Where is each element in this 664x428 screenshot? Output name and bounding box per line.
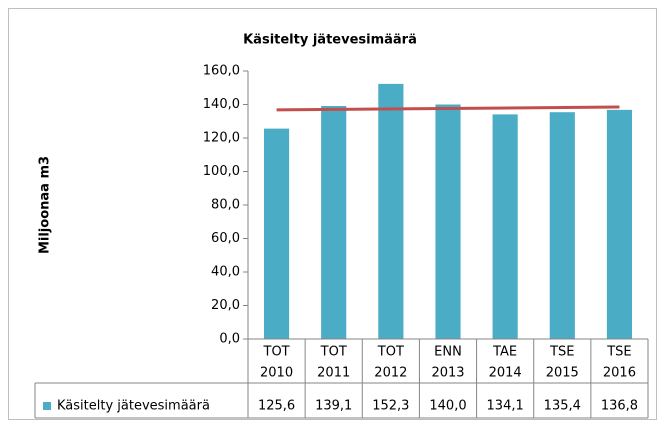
chart-title: Käsitelty jätevesimäärä (243, 33, 417, 48)
legend-label: Käsitelty jätevesimäärä (57, 399, 210, 414)
x-tick-label: TSE (549, 345, 574, 360)
x-tick-label: 2012 (374, 366, 407, 381)
legend-swatch (43, 402, 51, 410)
y-tick-label: 120,0 (203, 131, 240, 146)
x-tick-label: TSE (606, 345, 631, 360)
y-tick-label: 20,0 (211, 298, 240, 313)
y-tick-label: 140,0 (203, 97, 240, 112)
x-tick-label: 2015 (546, 366, 579, 381)
y-tick-label: 0,0 (219, 332, 240, 347)
data-table-value: 140,0 (429, 399, 466, 414)
x-tick-label: 2016 (603, 366, 636, 381)
x-tick-label: ENN (434, 345, 462, 360)
bar (549, 112, 575, 339)
bar (321, 106, 347, 339)
y-tick-label: 40,0 (211, 265, 240, 280)
bar (435, 104, 461, 339)
x-tick-label: 2011 (317, 366, 350, 381)
x-tick-label: TOT (263, 345, 290, 360)
x-tick-label: TOT (377, 345, 404, 360)
data-table-value: 152,3 (372, 399, 409, 414)
y-tick-label: 160,0 (203, 64, 240, 79)
y-tick-label: 60,0 (211, 231, 240, 246)
bar (606, 109, 632, 339)
y-axis-label: Miljoonaa m3 (38, 156, 53, 254)
y-tick-label: 80,0 (211, 198, 240, 213)
data-table-value: 139,1 (315, 399, 352, 414)
trendline (276, 105, 620, 112)
x-tick-label: TOT (320, 345, 347, 360)
x-tick-label: TAE (492, 345, 517, 360)
data-table-value: 135,4 (544, 399, 581, 414)
bar (264, 128, 290, 339)
data-table-value: 125,6 (258, 399, 295, 414)
x-tick-label: 2014 (489, 366, 522, 381)
bar (492, 114, 518, 339)
data-table-value: 134,1 (487, 399, 524, 414)
x-tick-label: 2013 (431, 366, 464, 381)
data-table-value: 136,8 (601, 399, 638, 414)
x-tick-label: 2010 (260, 366, 293, 381)
y-tick-label: 100,0 (203, 164, 240, 179)
bar (378, 83, 404, 340)
